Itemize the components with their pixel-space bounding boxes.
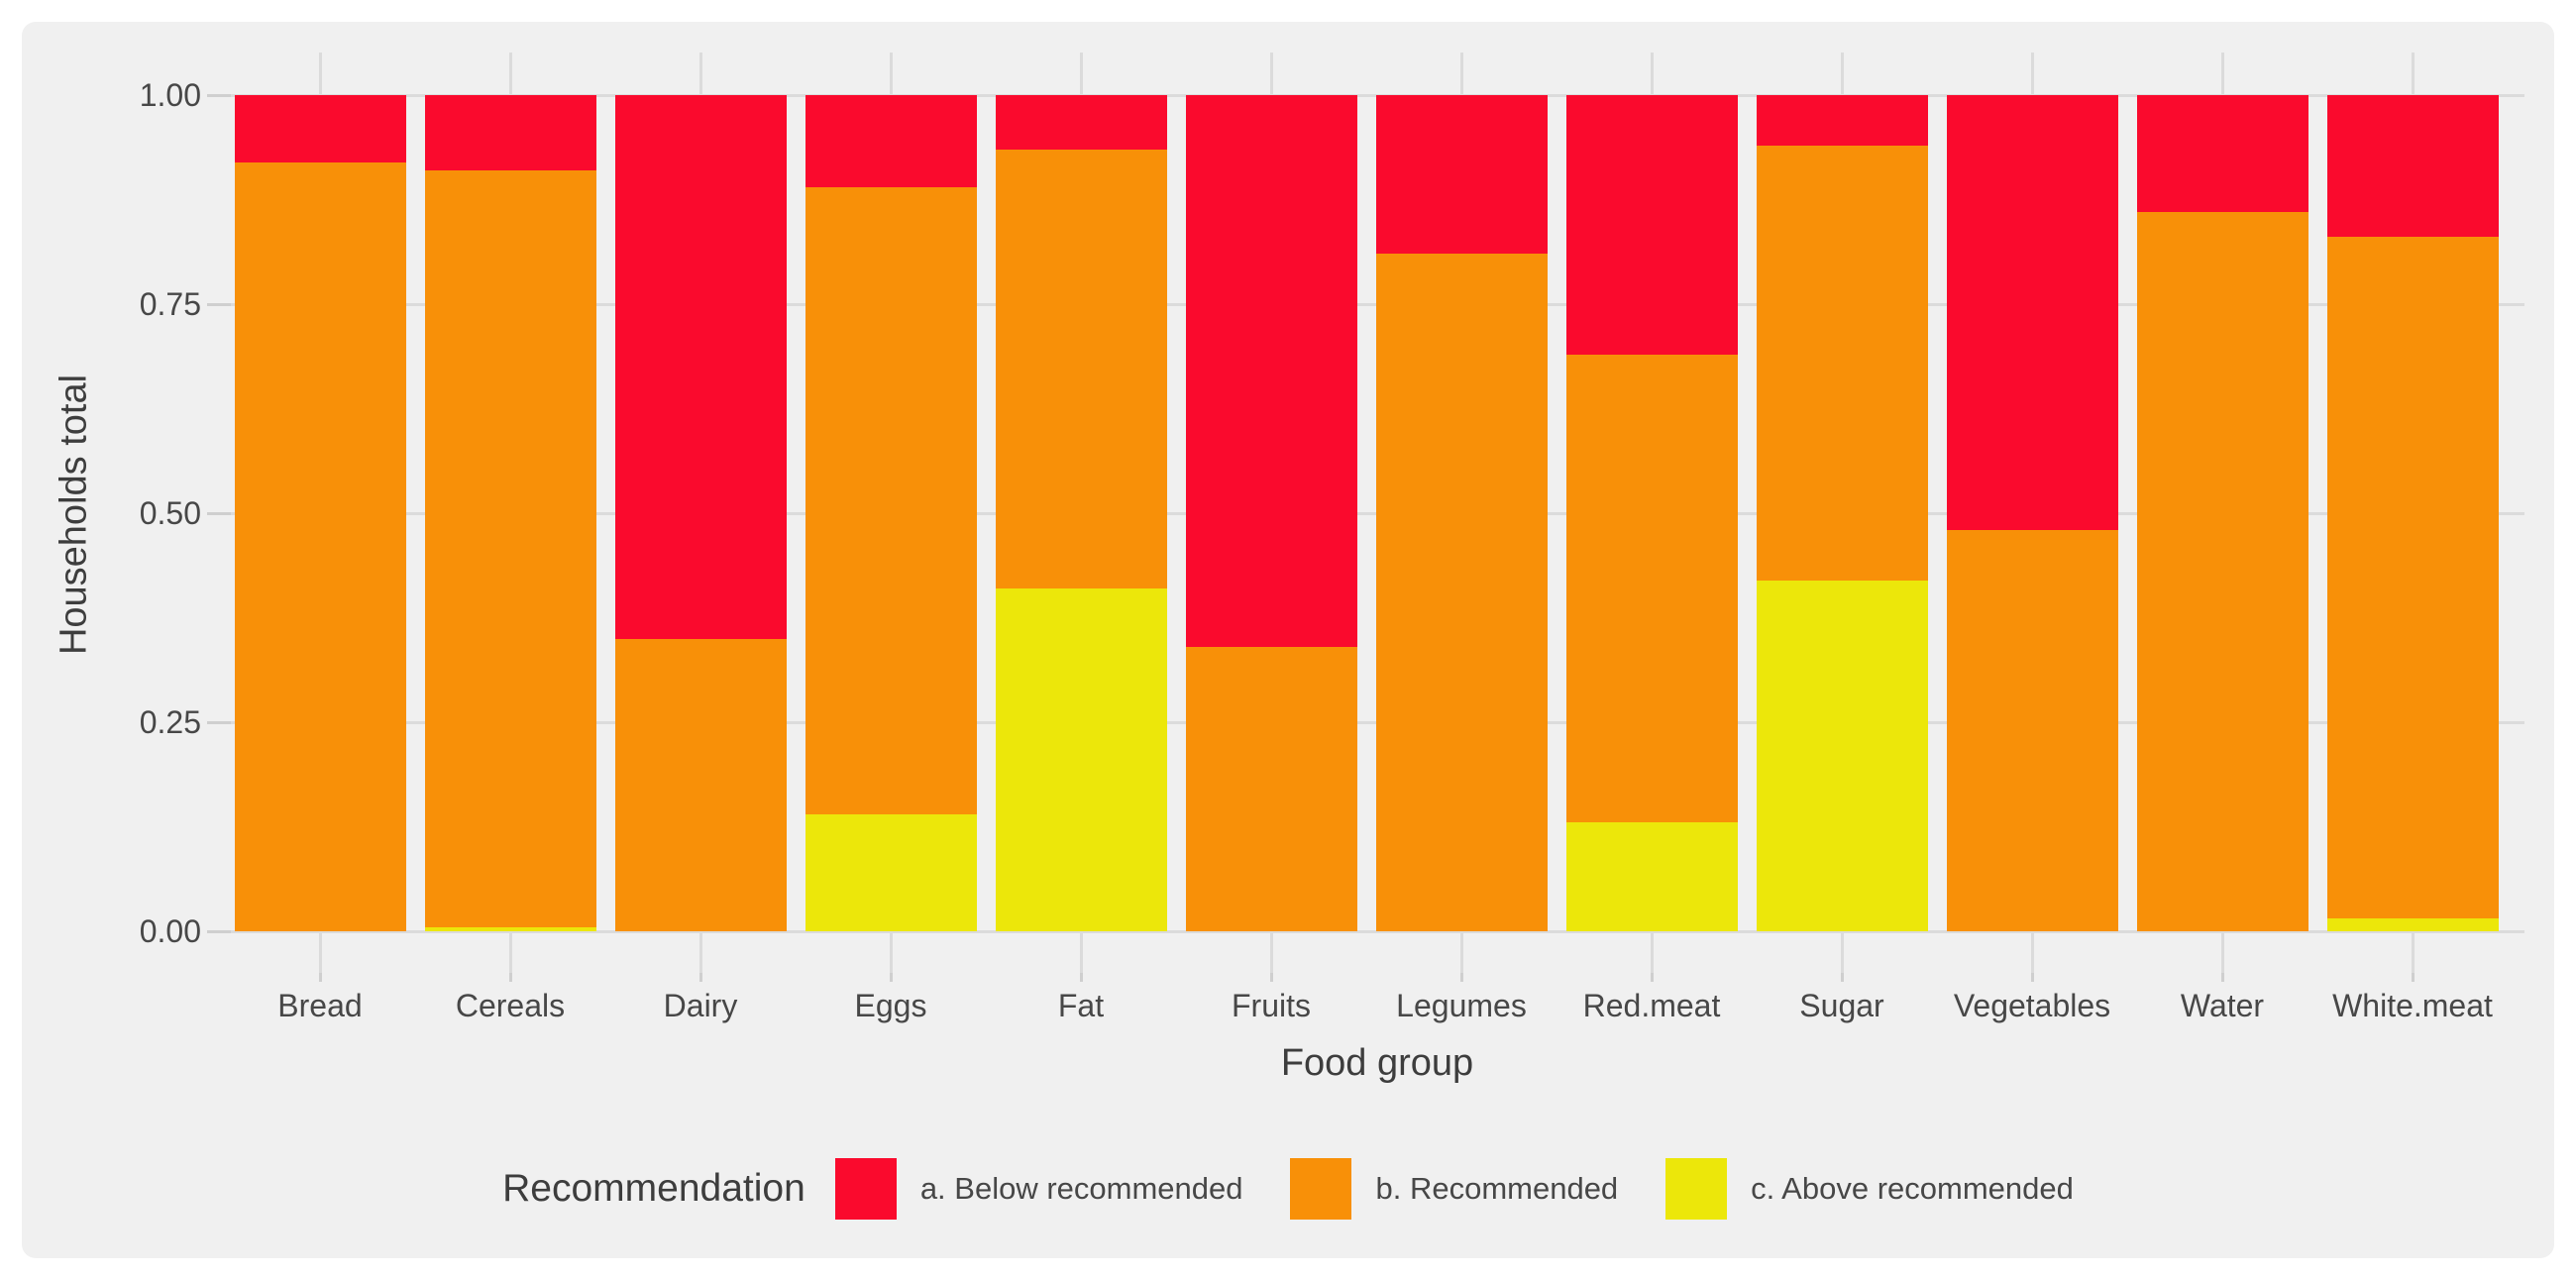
legend: Recommendation a. Below recommended b. Re… bbox=[0, 1152, 2576, 1226]
x-tick-mark bbox=[890, 973, 893, 982]
y-tick-mark bbox=[207, 94, 231, 97]
x-tick-mark bbox=[2412, 973, 2415, 982]
bar-segment bbox=[1756, 146, 1928, 581]
bar-segment bbox=[1185, 95, 1357, 647]
y-tick-label: 0.75 bbox=[139, 286, 201, 322]
bar-segment bbox=[2326, 237, 2499, 918]
bar-segment bbox=[234, 95, 406, 162]
stacked-bar bbox=[1756, 95, 1928, 931]
legend-title: Recommendation bbox=[502, 1167, 805, 1210]
legend-item-label: c. Above recommended bbox=[1751, 1171, 2074, 1206]
x-category-label: Vegetables bbox=[1953, 988, 2111, 1023]
legend-item: a. Below recommended bbox=[834, 1158, 1243, 1220]
legend-item-label: a. Below recommended bbox=[919, 1171, 1243, 1206]
legend-swatch bbox=[1290, 1158, 1352, 1220]
x-tick-mark bbox=[1841, 973, 1844, 982]
bar-segment bbox=[1375, 254, 1548, 931]
bar-segment bbox=[2326, 95, 2499, 237]
bar-segment bbox=[805, 187, 977, 814]
y-tick-mark bbox=[207, 303, 231, 306]
stacked-bar bbox=[234, 95, 406, 931]
x-tick-mark bbox=[699, 973, 702, 982]
x-category-label: Water bbox=[2180, 988, 2265, 1023]
stacked-bar bbox=[1185, 95, 1357, 931]
stacked-bar bbox=[424, 95, 596, 931]
x-category-label: Bread bbox=[277, 988, 363, 1023]
x-category-label: White.meat bbox=[2332, 988, 2493, 1023]
bar-segment bbox=[1756, 95, 1928, 146]
legend-swatch bbox=[1665, 1158, 1728, 1220]
y-tick-mark bbox=[207, 512, 231, 515]
y-tick-label: 0.00 bbox=[139, 913, 201, 949]
x-tick-mark bbox=[2031, 973, 2034, 982]
bar-segment bbox=[1565, 354, 1738, 822]
legend-item: b. Recommended bbox=[1290, 1158, 1618, 1220]
x-category-label: Red.meat bbox=[1582, 988, 1721, 1023]
legend-items: a. Below recommended b. Recommended c. Abo… bbox=[834, 1158, 2074, 1220]
x-category-label: Dairy bbox=[663, 988, 738, 1023]
y-axis-title: Households total bbox=[53, 373, 95, 656]
stacked-bar bbox=[1565, 95, 1738, 931]
x-category-label: Cereals bbox=[455, 988, 566, 1023]
y-tick-mark bbox=[207, 930, 231, 933]
x-tick-mark bbox=[1651, 973, 1654, 982]
x-category-label: Eggs bbox=[854, 988, 927, 1023]
bar-segment bbox=[1565, 822, 1738, 931]
legend-swatch bbox=[834, 1158, 897, 1220]
x-category-label: Fat bbox=[1057, 988, 1105, 1023]
bar-segment bbox=[614, 639, 787, 931]
legend-item: c. Above recommended bbox=[1665, 1158, 2074, 1220]
x-tick-mark bbox=[2221, 973, 2224, 982]
x-tick-mark bbox=[509, 973, 512, 982]
legend-item-label: b. Recommended bbox=[1375, 1171, 1619, 1206]
bar-segment bbox=[1375, 95, 1548, 254]
y-tick-label: 0.25 bbox=[139, 704, 201, 740]
bar-segment bbox=[1946, 95, 2118, 530]
bar-segment bbox=[805, 95, 977, 187]
bar-segment bbox=[1756, 581, 1928, 931]
bar-segment bbox=[614, 95, 787, 639]
x-category-label: Sugar bbox=[1799, 988, 1884, 1023]
y-tick-mark bbox=[207, 721, 231, 724]
bar-segment bbox=[805, 814, 977, 931]
bar-segment bbox=[995, 150, 1167, 588]
y-tick-label: 1.00 bbox=[139, 77, 201, 113]
stacked-bar bbox=[805, 95, 977, 931]
bar-segment bbox=[1565, 95, 1738, 355]
bar-segment bbox=[424, 170, 596, 927]
x-tick-mark bbox=[319, 973, 322, 982]
x-category-label: Fruits bbox=[1232, 988, 1311, 1023]
bar-segment bbox=[1185, 647, 1357, 931]
stacked-bar bbox=[1946, 95, 2118, 931]
bar-segment bbox=[2326, 918, 2499, 931]
x-category-label: Legumes bbox=[1396, 988, 1527, 1023]
stacked-bar bbox=[1375, 95, 1548, 931]
stacked-bar bbox=[614, 95, 787, 931]
bar-segment bbox=[424, 927, 596, 931]
x-tick-mark bbox=[1270, 973, 1273, 982]
stacked-bar bbox=[2326, 95, 2499, 931]
bar-segment bbox=[1946, 530, 2118, 931]
gridline-y bbox=[231, 930, 2524, 933]
x-tick-mark bbox=[1460, 973, 1463, 982]
bar-segment bbox=[995, 95, 1167, 150]
y-tick-label: 0.50 bbox=[139, 495, 201, 531]
x-tick-mark bbox=[1080, 973, 1083, 982]
x-axis-title: Food group bbox=[1280, 1042, 1474, 1084]
bar-segment bbox=[234, 162, 406, 931]
stacked-bar bbox=[2136, 95, 2308, 931]
bar-segment bbox=[424, 95, 596, 170]
bar-segment bbox=[995, 588, 1167, 931]
stacked-bar bbox=[995, 95, 1167, 931]
bar-segment bbox=[2136, 95, 2308, 212]
bar-segment bbox=[2136, 212, 2308, 931]
